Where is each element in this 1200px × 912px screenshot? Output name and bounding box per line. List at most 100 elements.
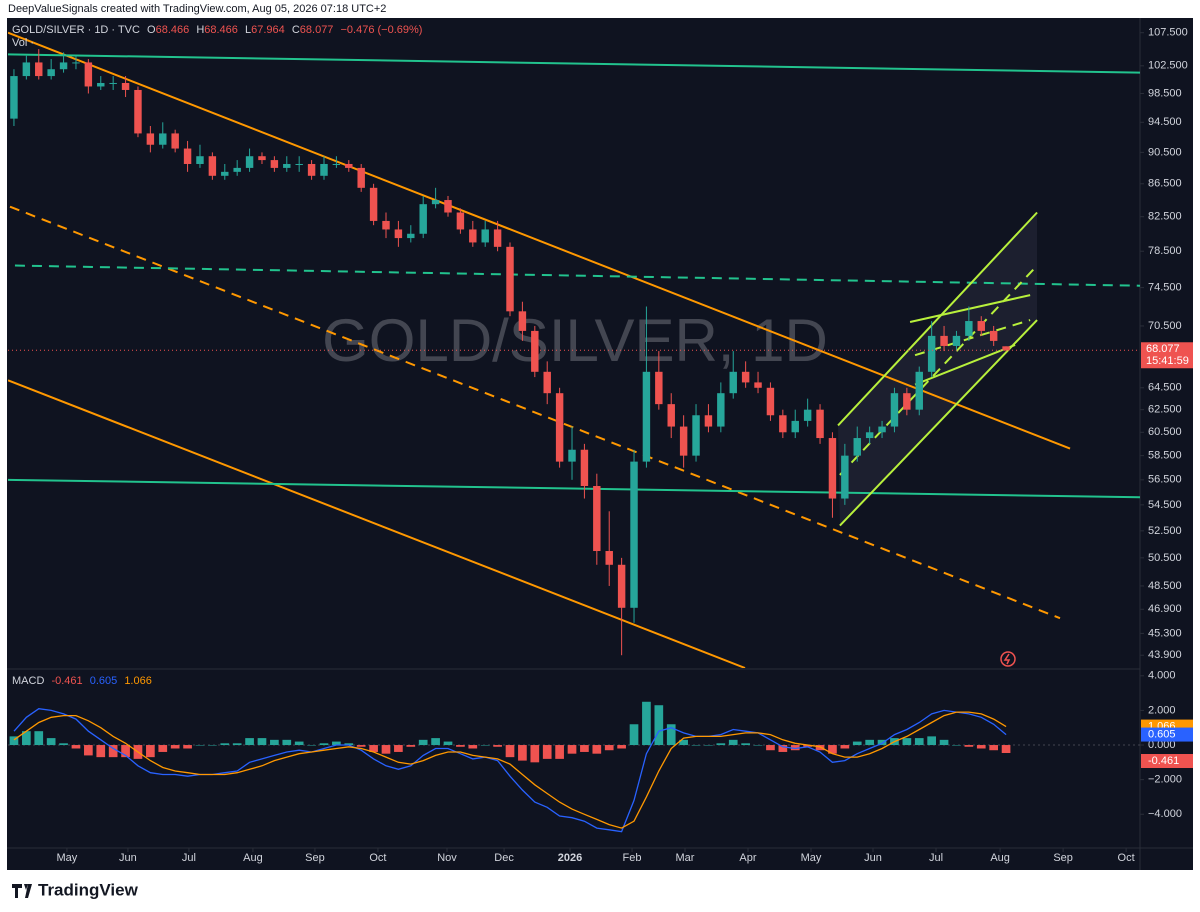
ohlc-value: 68.466 (156, 24, 190, 36)
y-tick-label: 56.500 (1148, 474, 1182, 486)
candle-body (543, 371, 551, 394)
macd-bar (815, 745, 825, 751)
macd-bar (332, 741, 341, 746)
y-tick-label: 98.500 (1148, 87, 1182, 99)
macd-bar (307, 745, 316, 746)
macd-bar (480, 745, 490, 746)
macd-bar (728, 739, 738, 746)
y-tick-label: 82.500 (1148, 211, 1182, 223)
alert-icon[interactable] (1000, 651, 1016, 667)
macd-bar (84, 745, 93, 756)
candle-body (121, 82, 130, 90)
macd-bar (170, 745, 180, 749)
axis-badge (1141, 727, 1193, 742)
candle-body (233, 167, 241, 172)
countdown: 15:41:59 (1146, 355, 1189, 367)
trend-line (909, 294, 1031, 323)
candle-body (853, 438, 861, 456)
macd-bar (443, 741, 453, 746)
macd-bar (121, 745, 130, 758)
macd-line (13, 708, 1007, 833)
candle-body (307, 163, 316, 176)
y-tick-label: 46.900 (1148, 603, 1182, 615)
candle-body (295, 163, 303, 165)
x-tick-label: Mar (676, 852, 695, 864)
y-tick-label: 52.500 (1148, 525, 1182, 537)
trend-line (8, 478, 1140, 499)
candle-body (890, 393, 899, 427)
candle-body (10, 76, 18, 119)
macd-bar (71, 745, 81, 749)
candle-body (22, 62, 31, 77)
macd-bar (245, 738, 254, 746)
y-tick-label: 86.500 (1148, 178, 1182, 190)
candle-body (841, 455, 849, 499)
candle-body (320, 163, 328, 176)
macd-label: MACD (12, 675, 44, 687)
ohlc-value: 68.466 (204, 24, 238, 36)
candle-body (47, 69, 55, 77)
legend: GOLD/SILVER · 1D · TVC O68.466 H68.466 L… (12, 24, 422, 36)
candle-body (270, 160, 279, 168)
candle-body (97, 82, 105, 87)
ohlc-label: O (147, 24, 156, 36)
brand: TradingView (38, 880, 139, 899)
candle-body (692, 415, 700, 456)
macd-bar (939, 739, 949, 746)
watermark: GOLD/SILVER, 1D (322, 307, 828, 374)
x-tick-label: Jun (864, 852, 882, 864)
y-tick-label: 102.500 (1148, 60, 1188, 72)
macd-bar (456, 745, 465, 747)
macd-bar (34, 731, 44, 746)
candle-body (803, 409, 812, 421)
macd-bar (691, 745, 701, 746)
y-tick-label: 43.900 (1148, 649, 1182, 661)
candle-body (940, 335, 948, 346)
macd-bar (567, 745, 577, 754)
macd-bar (592, 745, 602, 754)
macd-bar (518, 745, 527, 761)
ohlc-value: 68.077 (300, 24, 334, 36)
change: −0.476 (−0.69%) (341, 24, 423, 36)
y-tick-label: 62.500 (1148, 404, 1182, 416)
candle-body (717, 393, 725, 427)
candle-body (394, 229, 403, 239)
macd-bar (741, 743, 750, 746)
y-tick-label: 45.300 (1148, 627, 1182, 639)
ohlc-label: L (245, 24, 251, 36)
candle-body (444, 200, 452, 213)
macd-bar (914, 738, 924, 746)
candle-body (952, 335, 961, 346)
macd-bar (468, 745, 478, 749)
y-tick-label: 94.500 (1148, 116, 1182, 128)
candle-body (679, 426, 688, 456)
candle-body (704, 415, 713, 427)
trend-line (14, 264, 1140, 287)
candle-body (741, 371, 750, 383)
macd-bar (530, 745, 540, 763)
y-tick-label: 2.000 (1148, 704, 1176, 716)
y-tick-label: 58.500 (1148, 450, 1182, 462)
chart-background (7, 18, 1193, 870)
macd-bar (282, 739, 292, 746)
y-tick-label: 4.000 (1148, 670, 1176, 682)
candle-body (72, 62, 80, 64)
candle-body (754, 382, 762, 388)
macd-bar (319, 743, 329, 746)
macd-legend: MACD -0.461 0.605 1.066 (12, 675, 152, 687)
macd-bar (344, 743, 354, 746)
candle-body (134, 89, 142, 134)
macd-bar (716, 743, 726, 746)
candle-body (667, 404, 675, 427)
alert-icon-bolt (1003, 653, 1011, 665)
candle-body (481, 229, 489, 243)
candle-body (171, 133, 179, 149)
macd-bar (369, 745, 378, 752)
macd-bar (431, 738, 440, 746)
x-tick-label: 2026 (558, 852, 582, 864)
x-tick-label: Aug (990, 852, 1010, 864)
macd-bar (208, 745, 217, 746)
x-tick-label: Feb (623, 852, 642, 864)
candle-body (332, 163, 341, 165)
